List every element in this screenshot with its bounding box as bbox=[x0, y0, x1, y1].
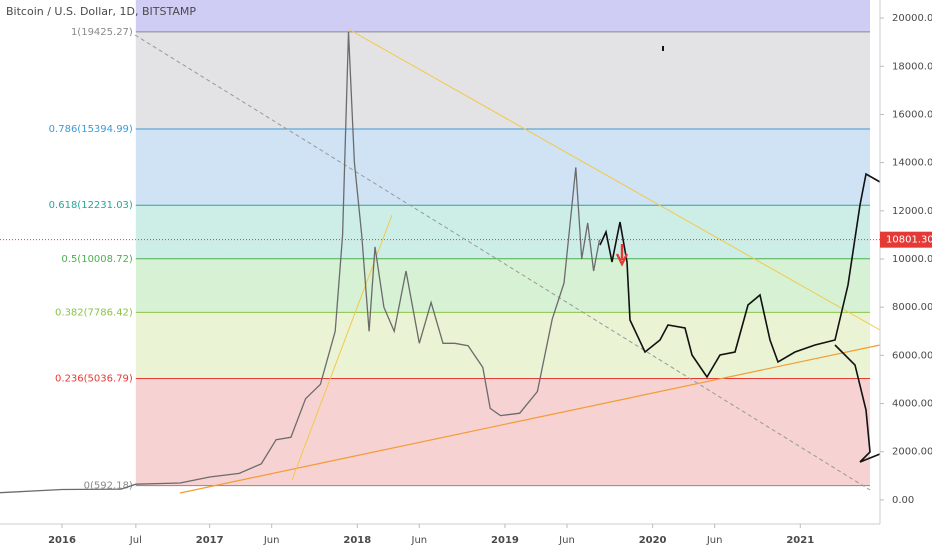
y-tick-label: 20000.00 bbox=[892, 13, 932, 24]
last-price-tag bbox=[880, 231, 932, 248]
y-tick-label: 6000.00 bbox=[892, 350, 932, 361]
x-tick-label: 2016 bbox=[48, 535, 76, 546]
y-tick-label: 14000.00 bbox=[892, 158, 932, 169]
x-tick-label: 2019 bbox=[491, 535, 519, 546]
fib-zone bbox=[135, 205, 870, 259]
x-tick-label: 2020 bbox=[639, 535, 667, 546]
x-tick-label: Jun bbox=[558, 535, 575, 546]
y-tick-label: 18000.00 bbox=[892, 61, 932, 72]
trendline bbox=[291, 214, 393, 481]
trendline bbox=[349, 29, 881, 331]
y-tick-label: 8000.00 bbox=[892, 302, 932, 313]
drawing bbox=[599, 172, 881, 379]
y-tick-label: 0.00 bbox=[892, 495, 914, 506]
x-tick-label: 2017 bbox=[196, 535, 224, 546]
fib-zone bbox=[135, 0, 870, 32]
price-line bbox=[0, 31, 601, 494]
fib-zone bbox=[135, 129, 870, 206]
arrow bbox=[615, 244, 629, 267]
chart-title: Bitcoin / U.S. Dollar, 1D, BITSTAMP bbox=[6, 5, 196, 18]
fib-label: 0.5(10008.72) bbox=[61, 254, 133, 265]
y-tick-label: 2000.00 bbox=[892, 447, 932, 458]
fib-label: 0.618(12231.03) bbox=[49, 200, 133, 211]
x-tick-label: Jul bbox=[129, 535, 142, 546]
fib-label: 1(19425.27) bbox=[71, 27, 133, 38]
fib-label: 0.786(15394.99) bbox=[49, 124, 133, 135]
x-tick-label: Jun bbox=[263, 535, 280, 546]
x-tick-label: 2021 bbox=[786, 535, 814, 546]
fib-zone bbox=[135, 378, 870, 486]
fib-zone bbox=[135, 258, 870, 313]
x-tick-label: 2018 bbox=[343, 535, 371, 546]
fib-label: 0.236(5036.79) bbox=[55, 374, 133, 385]
fib-zone bbox=[135, 31, 870, 130]
last-price-label: 10801.30 bbox=[886, 235, 932, 246]
y-tick-label: 4000.00 bbox=[892, 399, 932, 410]
y-tick-label: 16000.00 bbox=[892, 109, 932, 120]
y-tick-label: 12000.00 bbox=[892, 206, 932, 217]
fib-label: 0(592.18) bbox=[84, 481, 133, 492]
x-tick-label: Jun bbox=[706, 535, 723, 546]
y-tick-label: 10000.00 bbox=[892, 254, 932, 265]
fib-zone bbox=[135, 312, 870, 379]
x-tick-label: Jun bbox=[411, 535, 428, 546]
drawing bbox=[834, 344, 881, 463]
fib-label: 0.382(7786.42) bbox=[55, 307, 133, 318]
